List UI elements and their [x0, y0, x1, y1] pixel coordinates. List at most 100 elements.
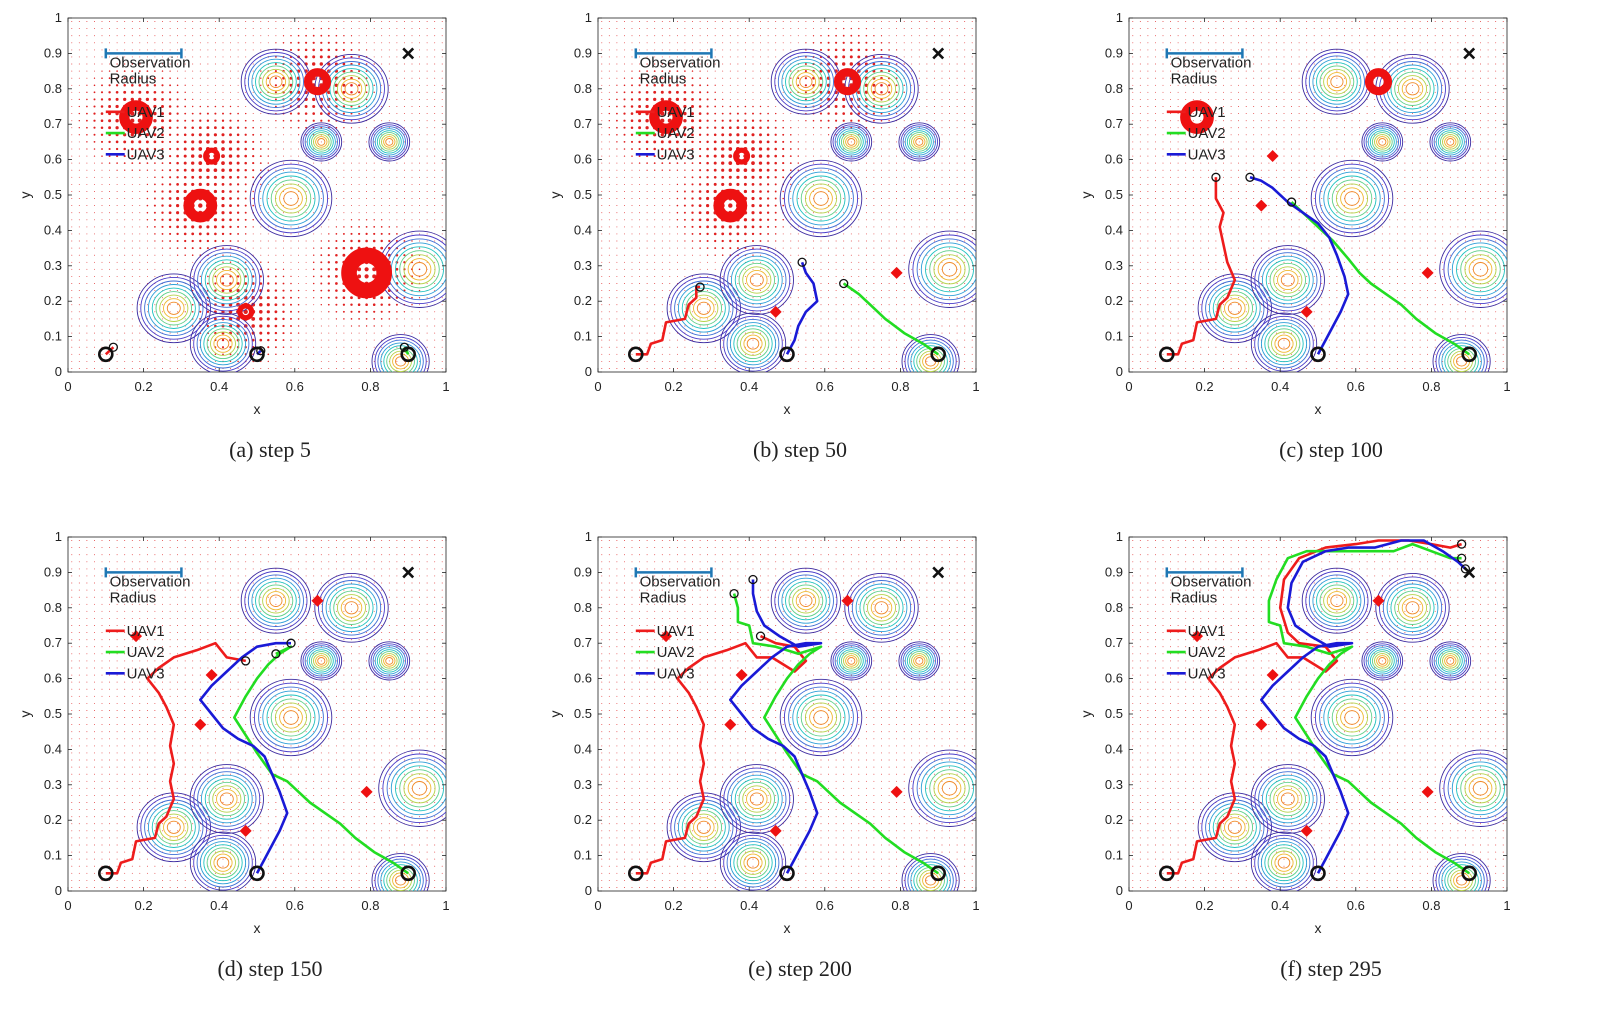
prob-dot	[312, 254, 315, 256]
prob-dot	[207, 42, 209, 44]
prob-dot	[790, 275, 792, 277]
prob-dot	[766, 211, 770, 214]
prob-dot	[774, 211, 777, 214]
prob-dot	[926, 219, 928, 221]
prob-dot	[691, 247, 694, 249]
prob-dot	[146, 169, 149, 171]
prob-dot	[835, 226, 837, 228]
prob-dot	[115, 140, 119, 144]
prob-dot	[850, 219, 852, 221]
prob-dot	[865, 183, 867, 185]
prob-dot	[850, 155, 852, 157]
prob-dot	[298, 247, 300, 249]
prob-dot	[616, 183, 618, 185]
prob-dot	[699, 360, 701, 362]
prob-dot	[252, 197, 254, 200]
unfound-target-ring	[203, 147, 221, 165]
prob-dot	[737, 98, 739, 100]
prob-dot	[752, 290, 754, 292]
prob-dot	[820, 332, 822, 334]
threat-contour	[147, 284, 200, 333]
prob-dot	[245, 112, 247, 115]
prob-dot	[237, 112, 239, 115]
prob-dot	[767, 275, 769, 277]
prob-dot	[313, 21, 315, 22]
prob-dot	[911, 318, 913, 320]
prob-dot	[434, 91, 436, 93]
threat-contour	[255, 62, 297, 102]
prob-dot	[775, 42, 777, 44]
prob-dot	[616, 283, 618, 284]
prob-dot	[737, 49, 739, 51]
prob-dot	[835, 41, 838, 44]
prob-dot	[888, 368, 890, 369]
prob-dot	[101, 283, 103, 284]
prob-dot	[896, 247, 898, 249]
prob-dot	[805, 332, 807, 334]
prob-dot	[683, 197, 686, 200]
prob-dot	[820, 198, 822, 199]
prob-dot	[638, 147, 641, 151]
prob-dot	[752, 268, 754, 270]
prob-dot	[926, 91, 928, 93]
prob-dot	[751, 225, 755, 229]
prob-dot	[154, 35, 156, 37]
panel-a: Observation Radius UAV1 UAV2 UAV3 0 0.2 0.4 0.6 0…	[0, 0, 540, 500]
prob-dot	[101, 84, 103, 87]
prob-dot	[146, 155, 149, 158]
prob-dot	[131, 198, 133, 199]
prob-dot	[335, 260, 338, 264]
prob-dot	[646, 297, 648, 299]
prob-dot	[267, 155, 269, 157]
prob-dot	[283, 21, 284, 22]
prob-dot	[843, 183, 845, 185]
prob-dot	[184, 91, 186, 94]
prob-dot	[760, 84, 761, 86]
prob-dot	[630, 105, 634, 108]
prob-dot	[752, 339, 754, 341]
prob-dot	[206, 168, 210, 172]
prob-dot	[358, 176, 360, 178]
prob-dot	[683, 147, 687, 151]
y-tick-label: 0.8	[44, 81, 62, 96]
prob-dot	[298, 240, 300, 242]
prob-dot	[230, 42, 231, 44]
prob-dot	[297, 27, 300, 30]
prob-dot	[865, 162, 867, 164]
prob-dot	[100, 91, 104, 94]
prob-dot	[941, 134, 943, 136]
prob-dot	[699, 77, 701, 79]
prob-dot	[881, 268, 882, 270]
prob-dot	[790, 134, 792, 136]
prob-dot	[71, 155, 73, 157]
prob-dot	[351, 169, 352, 171]
prob-dot	[274, 303, 278, 307]
prob-dot	[623, 105, 626, 108]
prob-dot	[865, 169, 867, 171]
prob-dot	[380, 310, 383, 313]
prob-dot	[71, 176, 73, 178]
prob-dot	[71, 191, 73, 192]
prob-dot	[358, 21, 360, 22]
prob-dot	[683, 84, 687, 87]
prob-dot	[896, 254, 898, 256]
prob-dot	[624, 247, 625, 249]
prob-dot	[706, 133, 709, 136]
prob-dot	[146, 254, 148, 256]
prob-dot	[941, 198, 943, 199]
prob-dot	[835, 254, 837, 256]
prob-dot	[873, 119, 875, 122]
prob-dot	[926, 148, 928, 150]
prob-dot	[388, 219, 390, 221]
prob-dot	[758, 161, 763, 165]
prob-dot	[434, 56, 436, 58]
prob-dot	[888, 268, 890, 270]
prob-dot	[274, 282, 277, 285]
prob-dot	[350, 246, 353, 250]
prob-dot	[373, 28, 375, 30]
prob-dot	[692, 346, 693, 348]
prob-dot	[896, 155, 898, 157]
prob-dot	[441, 183, 443, 185]
prob-dot	[260, 77, 262, 79]
prob-dot	[327, 62, 331, 66]
